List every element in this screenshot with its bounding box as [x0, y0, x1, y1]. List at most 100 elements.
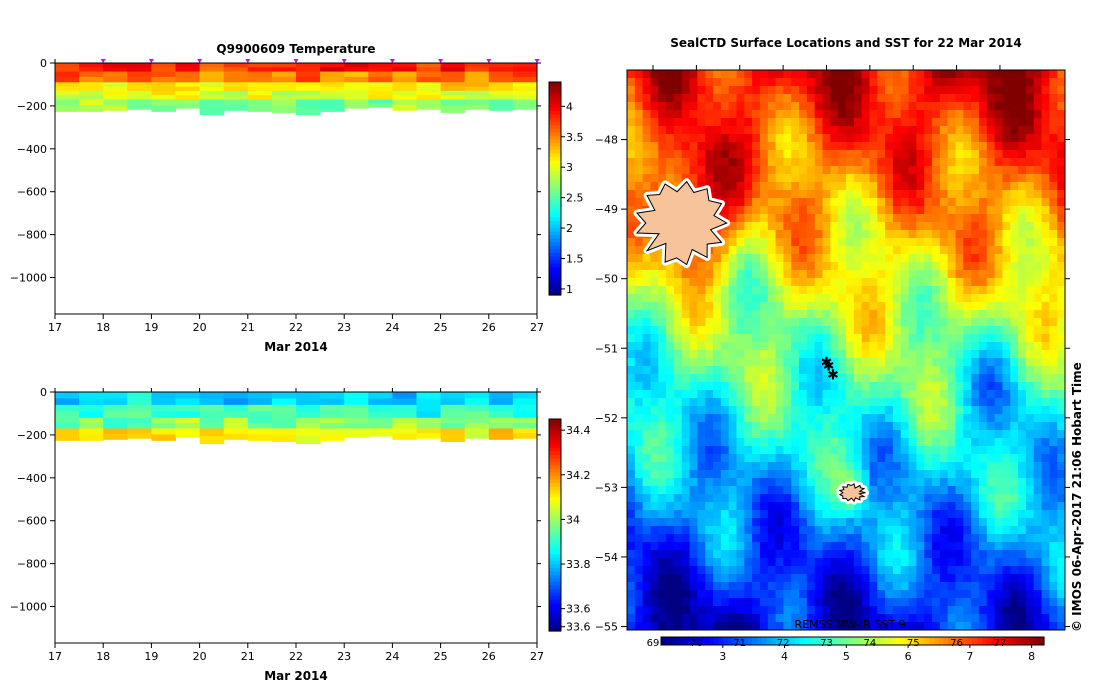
sst-cell — [994, 446, 1004, 455]
sst-cell — [1041, 598, 1050, 607]
sst-cell — [650, 134, 659, 143]
sst-cell — [705, 550, 714, 559]
colorbar-overlap-label: 75 — [907, 638, 920, 649]
sst-cell — [650, 158, 659, 167]
sst-cell — [994, 158, 1004, 167]
sst-cell — [697, 318, 706, 327]
sst-cell — [728, 510, 738, 519]
sst-cell — [767, 334, 777, 343]
sst-cell — [752, 118, 761, 127]
sst-cell — [783, 262, 792, 271]
sst-cell — [791, 86, 800, 95]
sst-cell — [1018, 438, 1027, 447]
sst-cell — [689, 494, 698, 503]
sst-cell — [689, 502, 698, 511]
sst-cell — [681, 446, 691, 455]
profile-cell — [55, 76, 80, 83]
sst-cell — [1033, 214, 1043, 223]
sst-cell — [705, 278, 714, 287]
sst-cell — [939, 94, 949, 103]
sst-cell — [853, 206, 863, 215]
sst-cell — [908, 150, 917, 159]
sst-cell — [971, 510, 980, 519]
sst-cell — [720, 430, 730, 439]
colorbar-segment — [871, 637, 878, 645]
sst-cell — [830, 86, 839, 95]
sst-cell — [767, 566, 777, 575]
sst-cell — [861, 278, 871, 287]
sst-cell — [720, 302, 730, 311]
sst-cell — [947, 366, 957, 375]
profile-cell — [199, 63, 225, 68]
sst-cell — [1049, 294, 1058, 303]
sst-cell — [978, 550, 988, 559]
sst-cell — [720, 438, 730, 447]
sst-cell — [1018, 78, 1027, 87]
sst-cell — [822, 422, 831, 431]
sst-cell — [1018, 550, 1027, 559]
sst-cell — [1041, 278, 1050, 287]
sst-cell — [1057, 534, 1065, 543]
sst-cell — [924, 414, 933, 423]
sst-cell — [1049, 270, 1058, 279]
sst-cell — [846, 446, 855, 455]
sst-cell — [689, 566, 698, 575]
sst-cell — [939, 86, 949, 95]
colorbar-segment — [549, 135, 561, 140]
sst-cell — [924, 318, 933, 327]
colorbar-segment — [549, 436, 561, 441]
sst-cell — [736, 294, 745, 303]
sst-cell — [1049, 142, 1058, 151]
sst-cell — [955, 270, 964, 279]
sst-cell — [806, 102, 816, 111]
sst-cell — [1025, 150, 1035, 159]
sst-cell — [830, 78, 839, 87]
sst-cell — [986, 214, 996, 223]
sst-cell — [916, 470, 925, 479]
sst-cell — [1033, 606, 1043, 615]
sst-cell — [752, 86, 761, 95]
sst-cell — [673, 430, 683, 439]
sst-cell — [752, 134, 761, 143]
sst-cell — [1010, 398, 1019, 407]
sst-cell — [713, 182, 722, 191]
sst-cell — [806, 190, 816, 199]
sst-cell — [627, 246, 636, 255]
sst-cell — [642, 334, 652, 343]
sst-cell — [666, 414, 675, 423]
sst-cell — [861, 86, 871, 95]
sst-cell — [900, 254, 910, 263]
sst-cell — [814, 486, 824, 495]
sst-cell — [900, 342, 910, 351]
sst-cell — [1057, 246, 1065, 255]
sst-cell — [822, 174, 831, 183]
sst-cell — [752, 278, 761, 287]
sst-cell — [658, 422, 667, 431]
sst-cell — [791, 230, 800, 239]
sst-cell — [846, 214, 855, 223]
sst-cell — [759, 222, 769, 231]
sst-cell — [642, 302, 652, 311]
sst-cell — [658, 446, 667, 455]
sst-cell — [673, 286, 683, 295]
sst-cell — [1033, 366, 1043, 375]
sst-cell — [634, 518, 644, 527]
sst-cell — [1002, 326, 1011, 335]
sst-cell — [994, 182, 1004, 191]
sst-cell — [955, 350, 964, 359]
colorbar-overlap-label: 70 — [690, 638, 703, 649]
sst-cell — [767, 438, 777, 447]
sst-cell — [681, 326, 691, 335]
sst-cell — [1041, 86, 1050, 95]
sst-cell — [1025, 174, 1035, 183]
sst-cell — [744, 310, 753, 319]
sst-cell — [994, 534, 1004, 543]
sst-cell — [1025, 478, 1035, 487]
sst-cell — [720, 118, 730, 127]
sst-cell — [924, 550, 933, 559]
sst-cell — [916, 126, 925, 135]
sst-cell — [697, 278, 706, 287]
colorbar-segment — [761, 637, 767, 645]
sst-cell — [759, 582, 769, 591]
sst-cell — [1018, 558, 1027, 567]
